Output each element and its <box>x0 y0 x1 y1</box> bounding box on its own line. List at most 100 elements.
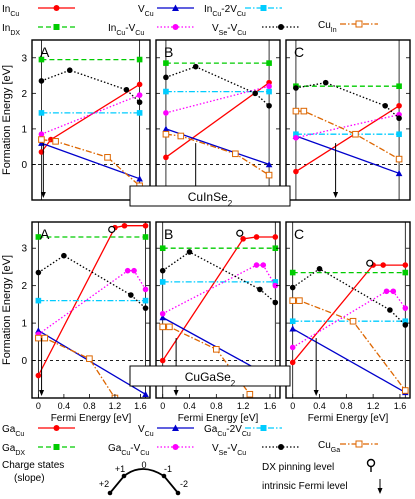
legend-label-1: VCu <box>138 4 154 18</box>
panel-bottom-A: 0 1 2 3 0 0.4 0.8 1.2 1.6 A Fermi Energy [eV] Forma… <box>1 221 151 424</box>
data-point-Cu2V-0 <box>289 318 296 325</box>
x-tick-label: 1.2 <box>237 401 250 411</box>
data-point-Cu_antisite-0 <box>38 136 45 143</box>
x-tick-label: 0.8 <box>340 401 353 411</box>
legend-label-5: VSe-VCu <box>212 443 246 457</box>
data-point-Cu_antisite-3 <box>265 171 273 179</box>
data-point-DX-1 <box>396 83 402 90</box>
panel-top-B: B <box>155 39 281 201</box>
data-point-VSeV-1 <box>61 252 67 259</box>
data-point-V_Cu-1 <box>265 161 273 168</box>
legend-label-0: GaCu <box>2 424 24 438</box>
data-point-VSeV-2 <box>387 307 393 313</box>
compound-boxes: CuInSe2 CuGaSe2 <box>129 185 291 388</box>
series-line-VSeV <box>165 66 270 107</box>
plot-frame <box>155 221 281 399</box>
panel-letter: B <box>164 226 173 242</box>
fermi-arrow-head <box>313 390 319 396</box>
legend-marker-1 <box>172 4 179 11</box>
fermi-arrow-head <box>333 192 339 198</box>
plot-frame <box>31 39 151 201</box>
x-tick-label: 0 <box>36 401 41 411</box>
charge-state-dot-0 <box>107 490 113 496</box>
data-point-VSeV-3 <box>272 299 279 306</box>
charge-label-0: +2 <box>99 479 109 489</box>
data-point-Cu2V-1 <box>402 318 409 325</box>
data-point-VSeV-1 <box>186 249 193 255</box>
data-point-DX-0 <box>38 56 45 63</box>
data-point-Cu_antisite-3 <box>395 155 403 163</box>
charge-state-dot-2 <box>161 473 167 479</box>
data-point-CuV-1 <box>253 262 260 268</box>
data-point-DX-1 <box>402 269 409 276</box>
data-point-VSeV-3 <box>136 99 143 106</box>
series-line-VSeV <box>38 254 146 309</box>
series-line-Cu_antisite <box>295 110 400 160</box>
x-tick-label: 1.6 <box>264 401 277 411</box>
legend-marker-6 <box>355 20 363 28</box>
panel-bottom-C: 0 0.4 0.8 1.2 1.6 C Fermi Energy [eV] <box>285 221 411 424</box>
legend-label-1: VCu <box>138 424 154 438</box>
dx-pinning-marker <box>236 229 244 237</box>
data-point-V_Cu-0 <box>35 327 42 334</box>
data-point-Cu_antisite-3 <box>402 387 409 394</box>
data-point-CuV-3 <box>272 282 279 289</box>
series-line-Cu_site <box>162 236 276 361</box>
series-group <box>289 262 409 396</box>
data-point-Cu_site-0 <box>35 372 42 379</box>
plot-frame <box>285 221 411 399</box>
series-line-V_Cu <box>295 135 400 174</box>
data-point-DX-1 <box>142 234 149 240</box>
y-tick-label: 3 <box>21 53 27 64</box>
data-point-Cu_site-3 <box>402 262 409 268</box>
x-tick-label: 0.4 <box>183 401 196 411</box>
series-line-Cu_site <box>165 82 270 158</box>
x-axis-label: Fermi Energy [eV] <box>178 413 259 424</box>
data-point-V_Cu-0 <box>289 325 297 332</box>
y-tick-label: 0 <box>21 160 27 171</box>
legend-label-4: GaCu-VCu <box>108 443 149 457</box>
data-point-V_Cu-1 <box>136 175 143 182</box>
data-point-Cu_site-3 <box>272 234 279 240</box>
plot-frame <box>285 39 411 201</box>
series-line-Cu_site <box>295 105 400 173</box>
data-point-Cu_antisite-1 <box>41 334 49 342</box>
data-point-Cu_antisite-1 <box>300 107 308 115</box>
legend-marker-4 <box>172 24 179 30</box>
data-point-Cu_antisite-1 <box>296 297 303 304</box>
charge-label-4: -2 <box>180 479 188 489</box>
series-line-CuV <box>162 264 276 315</box>
data-point-VSeV-3 <box>402 322 409 328</box>
data-point-CuV-2 <box>131 267 137 274</box>
data-point-VSeV-3 <box>396 115 402 122</box>
data-point-Cu_site-0 <box>293 168 299 175</box>
data-point-CuV-1 <box>383 288 390 295</box>
data-point-VSeV-2 <box>382 102 389 109</box>
charge-label-3: -1 <box>164 464 172 474</box>
x-tick-label: 1.2 <box>367 401 380 411</box>
data-point-Cu_antisite-0 <box>159 323 167 331</box>
data-point-VSeV-0 <box>38 78 45 84</box>
panel-letter: A <box>40 44 50 60</box>
panel-letter: C <box>294 226 304 242</box>
series-line-Cu_antisite <box>292 299 406 391</box>
fermi-arrow-head <box>173 390 179 396</box>
series-line-V_Cu <box>41 142 140 180</box>
data-point-Cu_site-2 <box>253 234 260 240</box>
data-point-DX-1 <box>266 60 272 66</box>
data-point-VSeV-3 <box>142 305 149 311</box>
legend-label-6: CuGa <box>318 440 340 454</box>
data-point-Cu_antisite-2 <box>86 355 93 362</box>
y-tick-label: 3 <box>21 244 27 255</box>
data-point-CuV-2 <box>260 262 267 268</box>
y-tick-label: 2 <box>21 89 27 100</box>
data-point-CuV-0 <box>163 110 169 116</box>
y-axis-label: Formation Energy [eV] <box>1 65 13 175</box>
legend-marker-0 <box>53 5 60 11</box>
data-point-V_Cu-1 <box>142 390 149 398</box>
x-tick-label: 1.6 <box>134 401 147 411</box>
data-point-CuV-2 <box>390 288 397 295</box>
y-tick-label: 1 <box>21 319 27 330</box>
series-line-CuV <box>295 114 400 139</box>
